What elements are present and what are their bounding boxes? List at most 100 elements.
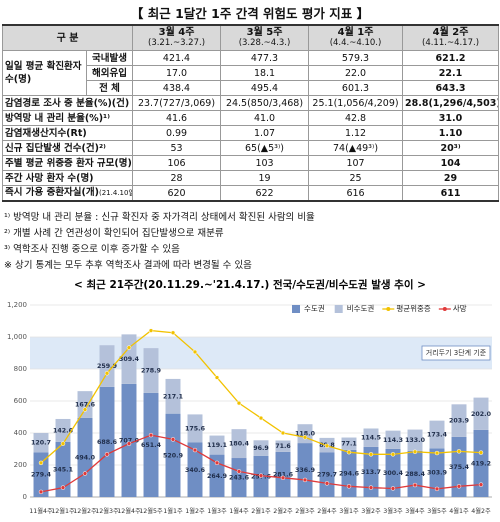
x-tick-label: 2월4주 xyxy=(317,506,337,515)
table-row: 주간 사망 환자 수(명) 28 19 25 29 xyxy=(1,170,500,186)
series-point xyxy=(170,437,176,442)
table-row: 전 체 438.4 495.4 601.3 643.3 xyxy=(3,80,500,96)
series-point xyxy=(170,330,176,335)
series-point xyxy=(258,473,264,478)
value-cell: 611 xyxy=(402,185,500,202)
value-cell: 622 xyxy=(220,185,310,202)
y-tick-label: 1,000 xyxy=(7,333,27,341)
bar-segment xyxy=(143,392,159,497)
value-cell: 438.4 xyxy=(132,80,222,96)
bar-value-label: 345.1 xyxy=(53,466,73,473)
y-tick-label: 200 xyxy=(14,461,27,469)
bar-value-label: 419.2 xyxy=(471,460,491,467)
value-cell: 1.12 xyxy=(308,125,404,141)
bar-value-label: 281.6 xyxy=(273,471,294,478)
bar-value-label: 217.1 xyxy=(163,393,183,400)
bar-segment xyxy=(385,430,401,449)
legend-swatch xyxy=(292,305,300,313)
legend-label: 사망 xyxy=(453,303,467,313)
x-tick-label: 3월2주 xyxy=(361,506,381,515)
bar-value-label: 118.0 xyxy=(295,431,316,438)
bar-segment xyxy=(209,435,225,455)
footnote: ²⁾ 개별 사례 간 연관성이 확인되어 집단발생으로 재분류 xyxy=(4,228,224,239)
bar-segment xyxy=(187,414,203,443)
y-tick-label: 400 xyxy=(14,429,27,437)
bar-segment xyxy=(77,391,93,418)
bar-value-label: 203.9 xyxy=(449,418,469,425)
series-point xyxy=(258,415,264,421)
series-point xyxy=(82,471,88,476)
row-sublabel: 국내발생 xyxy=(85,50,134,66)
table-row: 신규 집단발생 건수(건)²⁾ 53 65(▲5³⁾) 74(▲49³⁾) 20³⁾ xyxy=(1,140,500,156)
value-cell: 42.8 xyxy=(308,110,404,126)
x-tick-label: 2월1주 xyxy=(251,506,271,515)
row-sublabel: 전 체 xyxy=(85,80,134,96)
bar-value-label: 180.4 xyxy=(229,441,250,448)
value-cell: 104 xyxy=(402,155,500,171)
value-cell: 103 xyxy=(220,155,310,171)
bar-value-label: 264.9 xyxy=(207,473,227,480)
series-point xyxy=(38,489,44,495)
table-row: 방역망 내 관리 분율(%)¹⁾ 41.6 41.0 42.8 31.0 xyxy=(1,110,500,126)
header-week: 4월 2주 xyxy=(432,27,469,38)
series-point xyxy=(104,452,110,457)
legend-dot xyxy=(442,307,447,311)
row-label-text: 감염경로 조사 중 분율(%)(건) xyxy=(5,97,130,109)
bar-value-label: 375.4 xyxy=(449,464,470,471)
bar-value-label: 120.7 xyxy=(31,440,51,447)
bar-value-label: 494.0 xyxy=(75,454,96,461)
series-point xyxy=(192,447,198,453)
series-point xyxy=(214,375,220,380)
bar-segment xyxy=(363,446,379,497)
x-tick-label: 12월3주 xyxy=(95,506,119,515)
row-label-text: 감염재생산지수(Rt) xyxy=(5,127,87,139)
table-row: 해외유입 17.0 18.1 22.0 22.1 xyxy=(3,65,500,81)
series-point xyxy=(60,485,66,490)
bar-segment xyxy=(253,440,269,456)
band-label: 거리두기 3단계 기준 xyxy=(426,348,487,357)
value-cell: 601.3 xyxy=(308,80,404,96)
chart: < 최근 21주간(20.11.29.~'21.4.17.) 전국/수도권/비수… xyxy=(7,278,492,515)
bar-segment xyxy=(99,345,115,387)
value-cell: 643.3 xyxy=(402,80,500,96)
series-point xyxy=(368,485,374,490)
bar-value-label: 294.6 xyxy=(339,470,360,477)
x-tick-label: 3월5주 xyxy=(427,506,447,515)
series-point xyxy=(346,484,352,489)
row-label-text: 방역망 내 관리 분율(%)¹⁾ xyxy=(5,112,110,124)
row-label: 신규 집단발생 건수(건)²⁾ xyxy=(1,140,134,156)
row-label-text: 신규 집단발생 건수(건)²⁾ xyxy=(5,142,106,154)
y-tick-label: 800 xyxy=(14,365,27,373)
series-point xyxy=(280,430,286,436)
footnote: ¹⁾ 방역망 내 관리 분율 : 신규 확진자 중 자가격리 상태에서 확진된 … xyxy=(4,212,315,223)
x-tick-label: 3월1주 xyxy=(339,506,359,515)
bar-segment xyxy=(275,440,291,452)
value-cell: 31.0 xyxy=(402,110,500,126)
bar-segment xyxy=(341,437,357,450)
bar-value-label: 114.5 xyxy=(361,435,381,442)
value-cell: 25.1(1,056/4,209) xyxy=(308,95,404,111)
x-tick-label: 2월2주 xyxy=(273,506,293,515)
bar-segment xyxy=(297,443,313,497)
bar-value-label: 202.0 xyxy=(471,411,492,418)
row-label: 방역망 내 관리 분율(%)¹⁾ xyxy=(1,110,134,126)
bar-value-label: 279.7 xyxy=(317,472,337,479)
bar-value-label: 243.6 xyxy=(229,475,250,482)
value-cell: 22.1 xyxy=(402,65,500,81)
bar-segment xyxy=(385,448,401,497)
series-point xyxy=(324,443,330,449)
value-cell: 107 xyxy=(308,155,404,171)
header-week: 4월 1주 xyxy=(337,27,374,38)
bar-value-label: 71.6 xyxy=(275,443,291,450)
value-cell: 477.3 xyxy=(220,50,310,66)
bar-segment xyxy=(143,348,159,393)
bar-segment xyxy=(121,334,137,384)
series-point xyxy=(434,486,440,492)
x-tick-label: 11월4주 xyxy=(29,506,53,515)
header-row: 구 분 3월 4주 (3.21.~3.27.) 3월 5주 (3.28.~4.3.) 4월… xyxy=(1,24,500,51)
bar-segment xyxy=(33,452,49,497)
series-point xyxy=(214,460,220,466)
value-cell: 18.1 xyxy=(220,65,310,81)
bar-segment xyxy=(187,442,203,497)
header-period: (3.21.~3.27.) xyxy=(148,38,206,48)
